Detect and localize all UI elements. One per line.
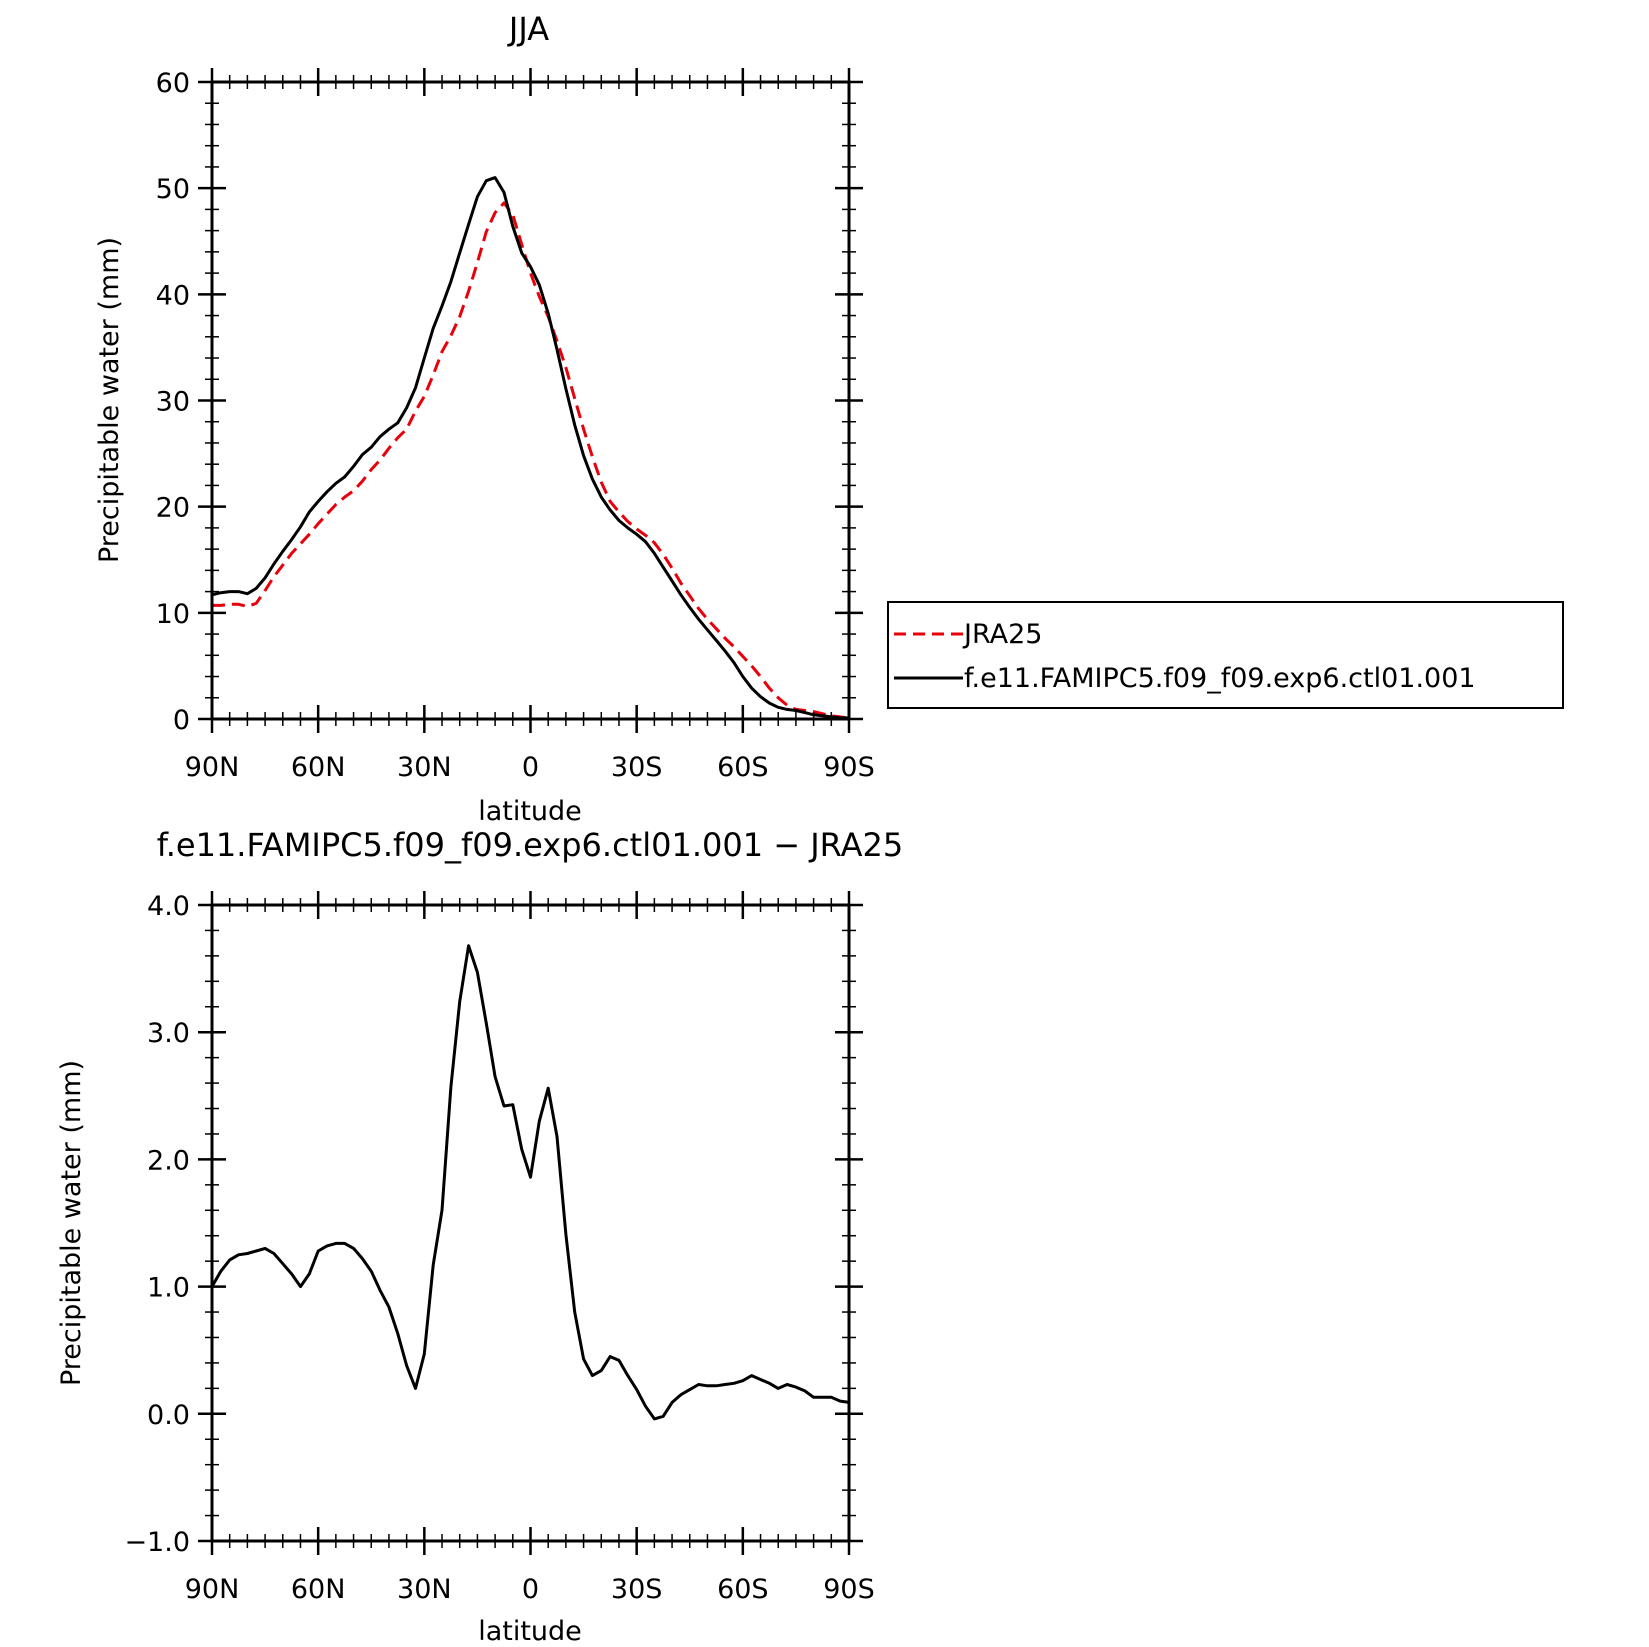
top-x-axis-label: latitude [478,796,582,827]
top-ytick-label: 30 [156,387,190,418]
top-xtick-label: 30N [397,752,452,783]
top-ytick-label: 20 [156,493,190,524]
bottom-xtick-label: 90S [823,1574,875,1605]
bottom-ytick-label: 3.0 [147,1018,190,1049]
top-xtick-label: 0 [522,752,539,783]
legend: JRA25 f.e11.FAMIPC5.f09_f09.exp6.ctl01.0… [887,601,1564,709]
top-xtick-label: 90S [823,752,875,783]
bottom-chart-title: f.e11.FAMIPC5.f09_f09.exp6.ctl01.001 − J… [157,826,903,864]
bottom-x-axis-label: latitude [478,1616,582,1647]
top-xtick-label: 30S [611,752,663,783]
top-ytick-label: 10 [156,599,190,630]
top-xtick-label: 60N [291,752,346,783]
bottom-ytick-label: 1.0 [147,1273,190,1304]
bottom-series-line-0 [210,944,850,1421]
legend-box [887,601,1564,709]
top-y-axis-label: Precipitable water (mm) [94,237,125,563]
bottom-ytick-label: 2.0 [147,1145,190,1176]
legend-label-model: f.e11.FAMIPC5.f09_f09.exp6.ctl01.001 [964,663,1476,694]
bottom-plot-frame [210,903,851,1543]
bottom-ytick-label: 4.0 [147,891,190,922]
top-series-line-1 [211,176,849,720]
top-ytick-label: 0 [173,705,190,736]
bottom-y-axis-label: Precipitable water (mm) [56,1060,87,1386]
bottom-ytick-label: 0.0 [147,1400,190,1431]
bottom-xtick-label: 60S [717,1574,769,1605]
top-xtick-label: 60S [717,752,769,783]
bottom-xtick-label: 30N [397,1574,452,1605]
top-series-line-0 [212,201,850,720]
top-ytick-label: 60 [156,68,190,99]
top-plot-frame [210,80,851,721]
top-ytick-label: 40 [156,280,190,311]
bottom-xtick-label: 0 [522,1574,539,1605]
legend-label-jra25: JRA25 [962,619,1042,650]
bottom-ytick-label: −1.0 [124,1527,190,1558]
top-ytick-label: 50 [156,174,190,205]
bottom-xtick-label: 60N [291,1574,346,1605]
bottom-chart: f.e11.FAMIPC5.f09_f09.exp6.ctl01.001 − J… [56,826,903,1647]
bottom-xtick-label: 30S [611,1574,663,1605]
top-xtick-label: 90N [185,752,240,783]
bottom-xtick-label: 90N [185,1574,240,1605]
top-chart-title: JJA [507,10,549,48]
top-chart: JJA 0 10 20 30 40 50 60 90N 60N 30N 0 30S 60S 90S lat… [94,10,875,827]
